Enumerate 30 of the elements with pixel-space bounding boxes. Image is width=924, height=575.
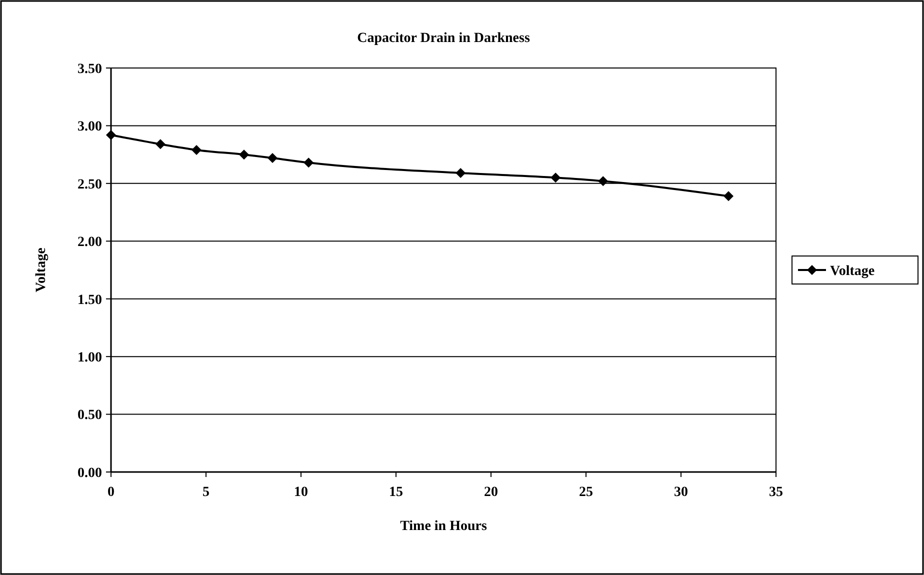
x-tick-label: 15	[389, 485, 403, 500]
point	[598, 176, 608, 186]
point	[456, 168, 466, 178]
x-tick-label: 25	[579, 485, 593, 500]
y-tick-label: 1.00	[78, 350, 102, 366]
point	[239, 150, 249, 160]
legend-label: Voltage	[830, 264, 875, 279]
y-tick-label: 0.50	[78, 408, 102, 424]
point	[106, 130, 116, 140]
y-axis-title: Voltage	[34, 248, 49, 292]
point	[550, 172, 561, 183]
x-tick-label: 5	[202, 485, 210, 500]
point	[268, 153, 278, 164]
point	[304, 158, 314, 168]
y-tick-label: 2.00	[78, 235, 102, 250]
chart-title: Capacitor Drain in Darkness	[357, 31, 530, 46]
x-tick-label: 10	[294, 485, 308, 500]
x-tick-label: 35	[769, 485, 783, 500]
x-tick-label: 30	[674, 485, 688, 500]
point	[192, 144, 202, 155]
y-tick-label: 0.00	[78, 466, 102, 481]
y-tick-label: 3.00	[78, 120, 102, 135]
x-tick-label: 0	[108, 485, 114, 500]
y-tick-label: 2.50	[78, 177, 102, 192]
point	[155, 139, 166, 150]
point	[724, 191, 734, 202]
y-tick-label: 3.50	[78, 62, 102, 77]
x-tick-label: 20	[484, 485, 498, 500]
y-tick-label: 1.50	[78, 292, 102, 308]
x-axis-title: Time in Hours	[400, 519, 488, 534]
